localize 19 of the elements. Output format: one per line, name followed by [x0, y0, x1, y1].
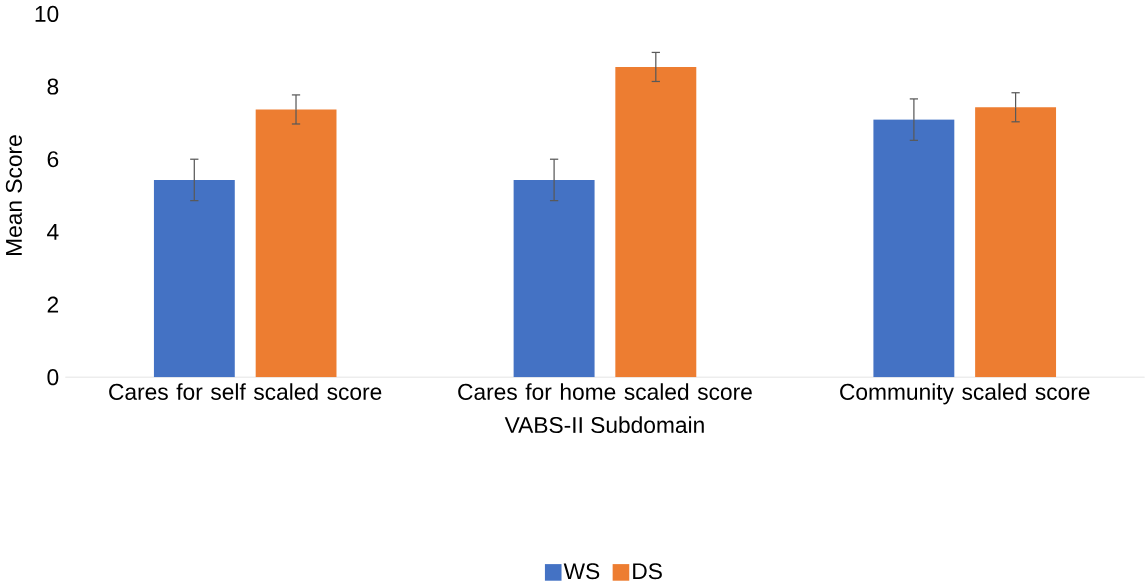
legend-label: WS: [563, 563, 600, 580]
bar: [873, 119, 955, 378]
y-tick-label: 4: [47, 224, 59, 240]
x-tick-label: Cares for home scaled score: [458, 383, 752, 401]
bar: [975, 107, 1057, 378]
legend-label: DS: [633, 563, 662, 580]
y-tick-label: 0: [47, 369, 59, 386]
y-tick-label: 6: [47, 151, 59, 168]
y-tick-label: 10: [35, 5, 59, 23]
x-axis-title: VABS-II Subdomain: [504, 416, 704, 434]
bar: [255, 109, 337, 378]
bar: [513, 180, 595, 378]
y-axis-title: Mean Score: [5, 135, 22, 256]
y-tick-label: 2: [47, 296, 59, 313]
bar: [153, 180, 235, 378]
x-tick-label: Community scaled score: [840, 383, 1090, 405]
y-tick-label: 8: [47, 78, 59, 95]
x-tick-label: Cares for self scaled score: [109, 383, 382, 401]
bar: [615, 67, 697, 378]
